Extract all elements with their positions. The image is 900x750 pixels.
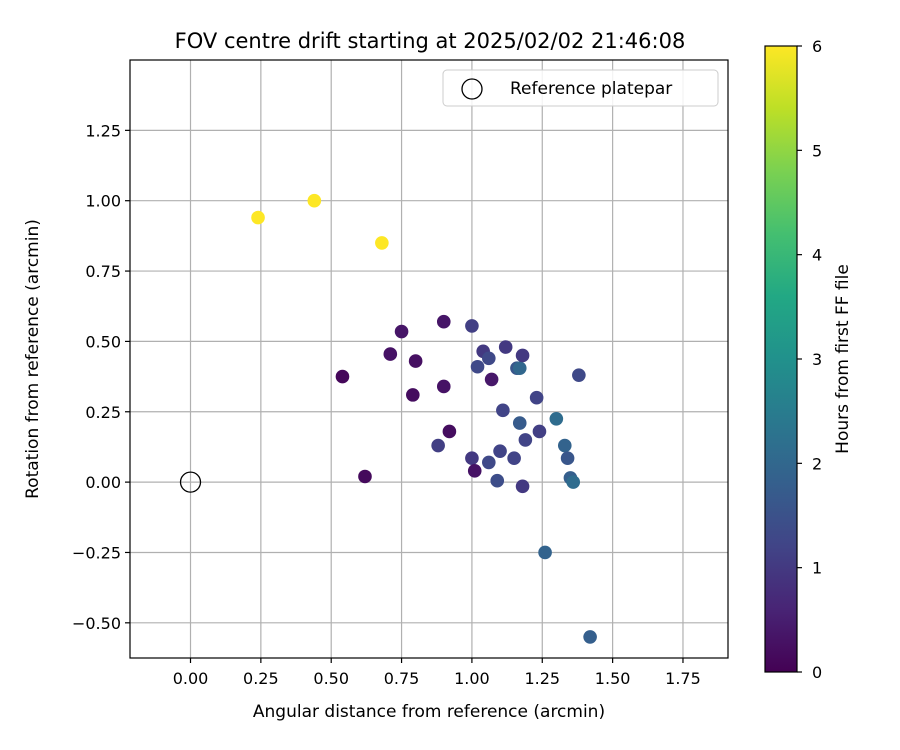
x-tick-label: 0.50 — [313, 669, 349, 688]
data-point — [335, 369, 350, 384]
colorbar-tick-label: 3 — [812, 350, 822, 369]
y-tick-label: 1.00 — [85, 192, 121, 211]
x-tick-label: 1.75 — [665, 669, 701, 688]
data-point — [436, 379, 451, 394]
data-point — [572, 368, 586, 382]
colorbar-label: Hours from first FF file — [833, 264, 853, 454]
data-point — [307, 193, 322, 208]
x-axis-label: Angular distance from reference (arcmin) — [253, 702, 605, 722]
colorbar-tick-label: 1 — [812, 559, 822, 578]
data-point — [538, 545, 552, 560]
legend: Reference platepar — [442, 69, 719, 107]
data-point — [515, 479, 530, 494]
data-point — [465, 319, 479, 333]
colorbar-tick-label: 5 — [812, 141, 822, 160]
data-point — [375, 236, 389, 250]
x-tick-label: 0.25 — [243, 669, 279, 688]
y-tick-label: −0.25 — [72, 543, 121, 562]
legend-box — [442, 69, 719, 107]
data-point — [493, 444, 507, 458]
data-points — [251, 193, 597, 644]
data-point — [560, 451, 575, 465]
colorbar-tick-label: 2 — [812, 454, 822, 473]
y-tick-label: 0.00 — [85, 473, 121, 492]
data-point — [490, 473, 505, 488]
x-tick-label: 0.75 — [384, 669, 420, 688]
reference-marker — [179, 471, 202, 493]
data-point — [529, 390, 544, 405]
data-point — [406, 388, 420, 402]
legend-label: Reference platepar — [510, 79, 672, 99]
x-tick-label: 1.25 — [524, 669, 560, 688]
y-tick-label: 0.50 — [85, 332, 121, 351]
data-point — [431, 438, 445, 453]
data-point — [512, 361, 527, 375]
data-point — [512, 416, 527, 430]
data-point — [496, 403, 510, 418]
x-tick-label: 1.00 — [454, 669, 490, 688]
colorbar-tick-label: 6 — [812, 37, 822, 56]
data-point — [549, 412, 564, 426]
data-point — [482, 455, 496, 470]
data-point — [482, 351, 496, 366]
data-point — [557, 438, 572, 453]
y-axis-ticks: −0.50 −0.25 0.00 0.25 0.50 0.75 1.00 1.25 — [72, 121, 130, 633]
data-point — [436, 314, 451, 329]
data-point — [498, 340, 513, 354]
y-tick-label: −0.50 — [72, 614, 121, 633]
data-point — [532, 424, 547, 439]
data-point — [484, 372, 499, 387]
data-point — [408, 354, 423, 368]
y-tick-label: 0.25 — [85, 403, 121, 422]
data-point — [465, 451, 479, 465]
data-point — [515, 348, 530, 363]
x-tick-label: 1.50 — [595, 669, 631, 688]
colorbar-gradient — [764, 45, 798, 673]
grid-lines — [130, 60, 728, 658]
data-point — [467, 464, 482, 478]
data-point — [583, 630, 597, 644]
data-point — [566, 475, 581, 489]
colorbar-tick-label: 4 — [812, 246, 822, 265]
chart-title: FOV centre drift starting at 2025/02/02 … — [175, 29, 686, 53]
x-axis-ticks: 0.00 0.25 0.50 0.75 1.00 1.25 1.50 1.75 — [173, 658, 701, 688]
y-tick-label: 0.75 — [85, 262, 121, 281]
colorbar-ticks: 0 1 2 3 4 5 6 — [797, 37, 822, 682]
y-axis-label: Rotation from reference (arcmin) — [23, 219, 43, 499]
y-tick-label: 1.25 — [85, 121, 121, 140]
reference-point — [179, 471, 202, 493]
data-point — [518, 433, 533, 447]
plot-frame — [129, 59, 729, 659]
data-point — [507, 451, 521, 465]
data-point — [358, 469, 372, 484]
colorbar: 0 1 2 3 4 5 6 Hours from first FF file — [764, 37, 853, 682]
data-point — [442, 424, 457, 439]
legend-marker — [461, 78, 483, 100]
data-point — [383, 347, 398, 361]
data-point — [394, 324, 409, 339]
data-point — [251, 210, 265, 225]
colorbar-tick-label: 0 — [812, 663, 822, 682]
x-tick-label: 0.00 — [173, 669, 209, 688]
data-point — [470, 359, 485, 374]
